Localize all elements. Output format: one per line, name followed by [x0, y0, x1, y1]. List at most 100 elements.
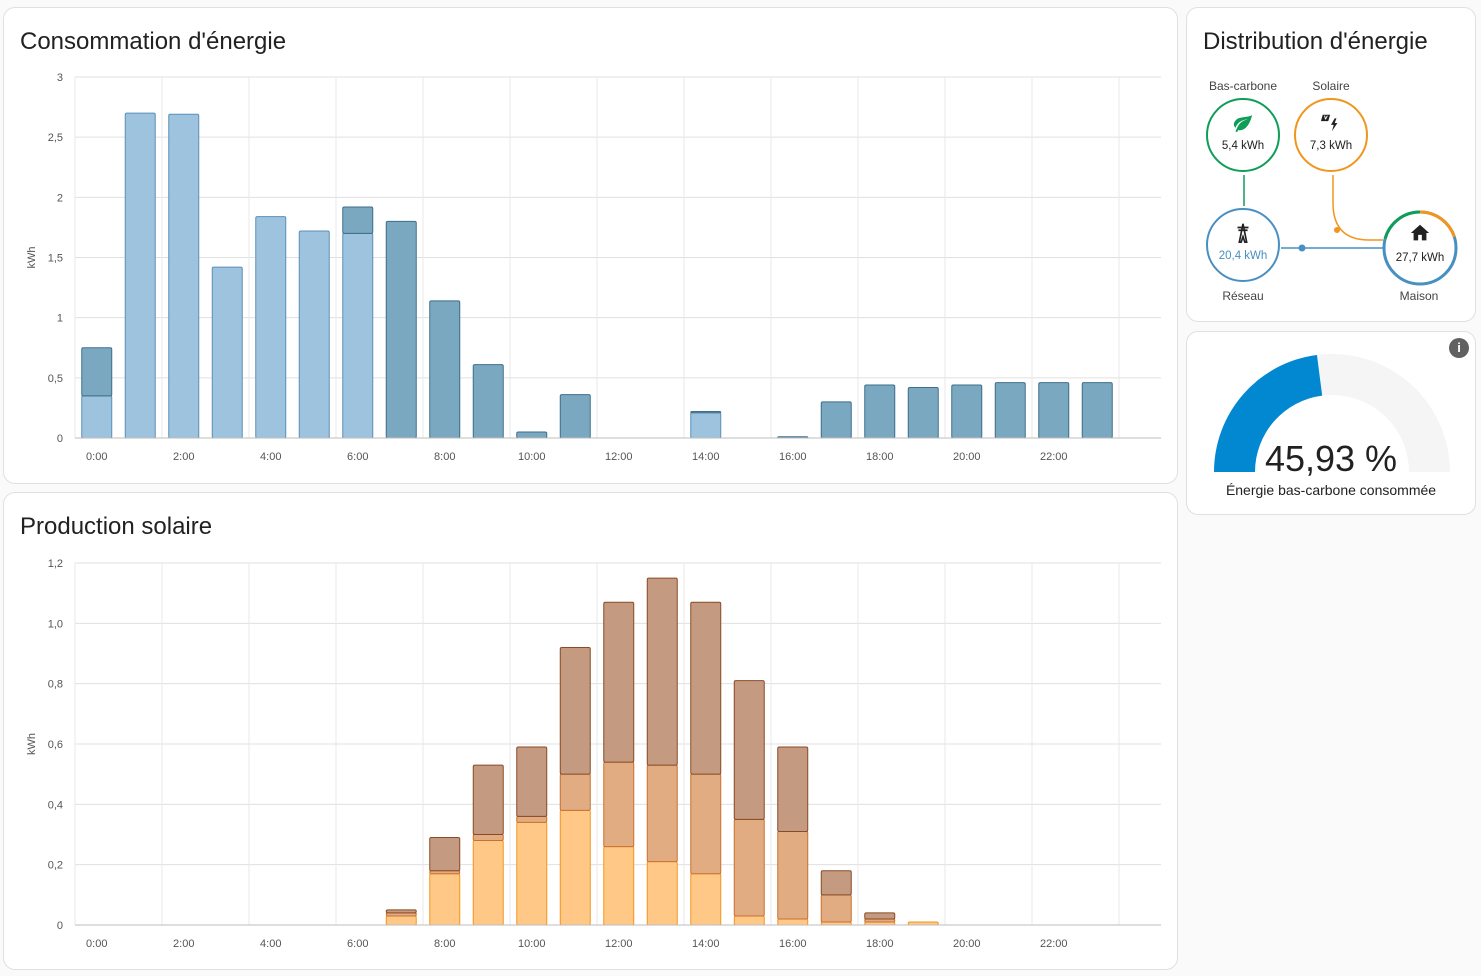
solar-bar-1400-s2: [690, 601, 722, 775]
usage-bar-600-s0: [342, 232, 374, 439]
solar-x-tick-label: 16:00: [779, 938, 807, 950]
usage-x-tick-label: 12:00: [605, 451, 633, 463]
usage-x-tick-label: 6:00: [347, 451, 368, 463]
usage-y-tick-label: 1: [57, 313, 63, 325]
solar-bar-1800-s2: [864, 912, 896, 920]
usage-y-axis-label: kWh: [26, 247, 38, 269]
home-icon: [1384, 222, 1456, 248]
solar-y-tick-label: 1,2: [48, 558, 63, 570]
solar-bar-1300-s0: [646, 861, 678, 926]
solar-bar-1300-s1: [646, 764, 678, 863]
usage-x-tick-label: 2:00: [173, 451, 194, 463]
usage-bar-000-s1: [81, 347, 113, 397]
solar-bar-1100-s1: [559, 773, 591, 811]
usage-bar-1900-s1: [907, 386, 939, 439]
leaf-icon: [1208, 112, 1278, 138]
solar-bar-1200-s2: [603, 601, 635, 763]
usage-bar-900-s1: [472, 364, 504, 439]
solar-x-tick-label: 20:00: [953, 938, 981, 950]
home-value: 27,7 kWh: [1395, 252, 1445, 264]
usage-x-tick-label: 10:00: [518, 451, 546, 463]
gauge-value: 45,93 %: [1264, 438, 1398, 479]
usage-x-tick-label: 16:00: [779, 451, 807, 463]
solar-x-tick-label: 0:00: [86, 938, 107, 950]
usage-bar-1700-s1: [820, 401, 852, 439]
usage-bar-800-s1: [429, 300, 461, 439]
solar-node[interactable]: 7,3 kWh: [1294, 98, 1368, 172]
solar-bar-1100-s0: [559, 809, 591, 926]
home-node[interactable]: 27,7 kWh: [1384, 212, 1456, 284]
solar-bar-1500-s0: [733, 915, 765, 926]
usage-x-tick-label: 20:00: [953, 451, 981, 463]
solar-production-title: Production solaire: [20, 513, 213, 540]
usage-x-tick-label: 0:00: [86, 451, 107, 463]
transmission-tower-icon: [1208, 222, 1278, 248]
solar-bar-1300-s2: [646, 577, 678, 766]
usage-bar-2100-s1: [994, 382, 1026, 439]
solar-bar-1200-s1: [603, 761, 635, 848]
solar-x-tick-label: 12:00: [605, 938, 633, 950]
solar-production-card: Production solaire 0 0,2 0,4 0,6 0,8 1,0 1,2 0:…: [3, 492, 1178, 970]
solar-bar-700-s0: [385, 915, 417, 926]
solar-production-chart[interactable]: 0 0,2 0,4 0,6 0,8 1,0 1,2 0:00 2:00 4:00 6:00 8:00 1…: [4, 493, 1179, 971]
solar-bar-1600-s1: [777, 830, 809, 920]
solar-bar-800-s2: [429, 837, 461, 872]
solar-value: 7,3 kWh: [1309, 140, 1353, 152]
solar-label: Solaire: [1312, 79, 1350, 93]
solar-bar-900-s1: [472, 834, 504, 842]
usage-bar-300-s0: [211, 266, 243, 439]
energy-distribution-card: Distribution d'énergie Bas-carbone 5,4 k…: [1186, 7, 1476, 322]
energy-usage-chart[interactable]: 0 0,5 1 1,5 2 2,5 3 0:00 2:00 4:00 6:00 8:00 10:00 12…: [4, 8, 1179, 485]
grid-node[interactable]: 20,4 kWh: [1206, 208, 1280, 282]
usage-x-tick-label: 4:00: [260, 451, 281, 463]
solar-bar-1500-s2: [733, 680, 765, 820]
usage-y-tick-label: 2,5: [48, 132, 63, 144]
solar-x-tick-label: 18:00: [866, 938, 894, 950]
solar-bar-1000-s1: [516, 815, 548, 823]
energy-usage-card: Consommation d'énergie 0 0,5 1 1,5 2 2,5 3 0:00…: [3, 7, 1178, 484]
usage-y-tick-label: 1,5: [48, 253, 63, 265]
solar-bar-1600-s2: [777, 746, 809, 832]
low-carbon-gauge: [1214, 354, 1450, 472]
grid-label: Réseau: [1222, 289, 1264, 303]
solar-x-tick-label: 2:00: [173, 938, 194, 950]
solar-bar-1500-s1: [733, 818, 765, 917]
usage-bar-100-s0: [124, 112, 156, 439]
solar-bar-1400-s1: [690, 773, 722, 875]
usage-bar-400-s0: [255, 216, 287, 439]
solar-bar-1000-s0: [516, 821, 548, 926]
solar-bar-1000-s2: [516, 746, 548, 817]
solar-bar-800-s0: [429, 873, 461, 926]
solar-y-tick-label: 0,8: [48, 679, 63, 691]
solar-bar-1100-s2: [559, 646, 591, 775]
low-carbon-value: 5,4 kWh: [1221, 140, 1265, 152]
usage-bar-1800-s1: [864, 384, 896, 439]
usage-bar-2300-s1: [1081, 382, 1113, 439]
solar-y-tick-label: 0,6: [48, 739, 63, 751]
gauge-fill: [1214, 354, 1323, 472]
low-carbon-node[interactable]: 5,4 kWh: [1206, 98, 1280, 172]
usage-y-tick-label: 2: [57, 192, 63, 204]
home-label: Maison: [1399, 289, 1439, 303]
usage-bar-700-s1: [385, 220, 417, 439]
usage-bar-000-s0: [81, 395, 113, 439]
info-icon[interactable]: i: [1449, 338, 1469, 358]
solar-bar-700-s2: [385, 909, 417, 914]
solar-y-tick-label: 0: [57, 920, 63, 932]
usage-x-tick-label: 14:00: [692, 451, 720, 463]
distribution-flow-lines: [1243, 175, 1458, 286]
usage-bar-1000-s1: [516, 431, 548, 439]
solar-x-tick-label: 8:00: [434, 938, 455, 950]
solar-bar-900-s0: [472, 840, 504, 926]
usage-bar-2200-s1: [1038, 382, 1070, 439]
low-carbon-label: Bas-carbone: [1208, 79, 1278, 93]
solar-x-tick-label: 4:00: [260, 938, 281, 950]
usage-x-tick-label: 22:00: [1040, 451, 1068, 463]
solar-bar-900-s2: [472, 764, 504, 835]
grid-value: 20,4 kWh: [1218, 250, 1268, 262]
gauge-name: Énergie bas-carbone consommée: [1225, 482, 1437, 498]
energy-distribution-title: Distribution d'énergie: [1203, 28, 1428, 55]
solar-bar-1600-s0: [777, 918, 809, 926]
usage-y-tick-label: 0: [57, 433, 63, 445]
usage-bar-500-s0: [298, 230, 330, 439]
